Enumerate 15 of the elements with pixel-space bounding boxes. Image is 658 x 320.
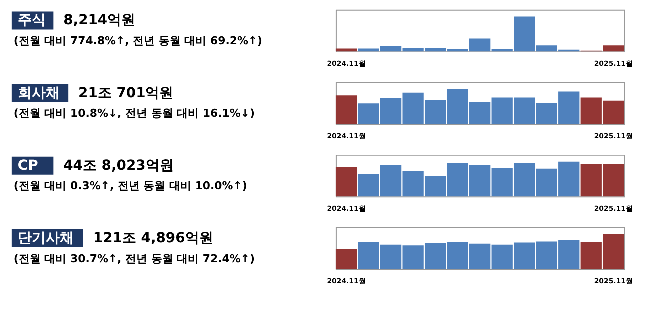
text: 21조 701억원 (78, 85, 174, 102)
text: (전월 대비 0.3%↑, 전년 동월 대비 10.0%↑) (14, 180, 248, 193)
text: (전월 대비 10.8%↓, 전년 동월 대비 16.1%↓) (14, 107, 255, 120)
text: 44조 8,023억원 (64, 158, 174, 174)
text: CP (18, 158, 38, 174)
bar (336, 96, 358, 124)
text: 주식 (18, 12, 46, 29)
text: 회사채 (18, 85, 60, 102)
text: 단기사채 (18, 230, 74, 246)
text: 8,214억원 (64, 12, 136, 29)
bar (336, 167, 358, 197)
text: (전월 대비 774.8%↑, 전년 동월 대비 69.2%↑) (14, 34, 263, 48)
text: (전월 대비 30.7%↑, 전년 동월 대비 72.4%↑) (14, 252, 255, 266)
text: 121조 4,896억원 (93, 230, 214, 246)
bar (336, 249, 358, 270)
